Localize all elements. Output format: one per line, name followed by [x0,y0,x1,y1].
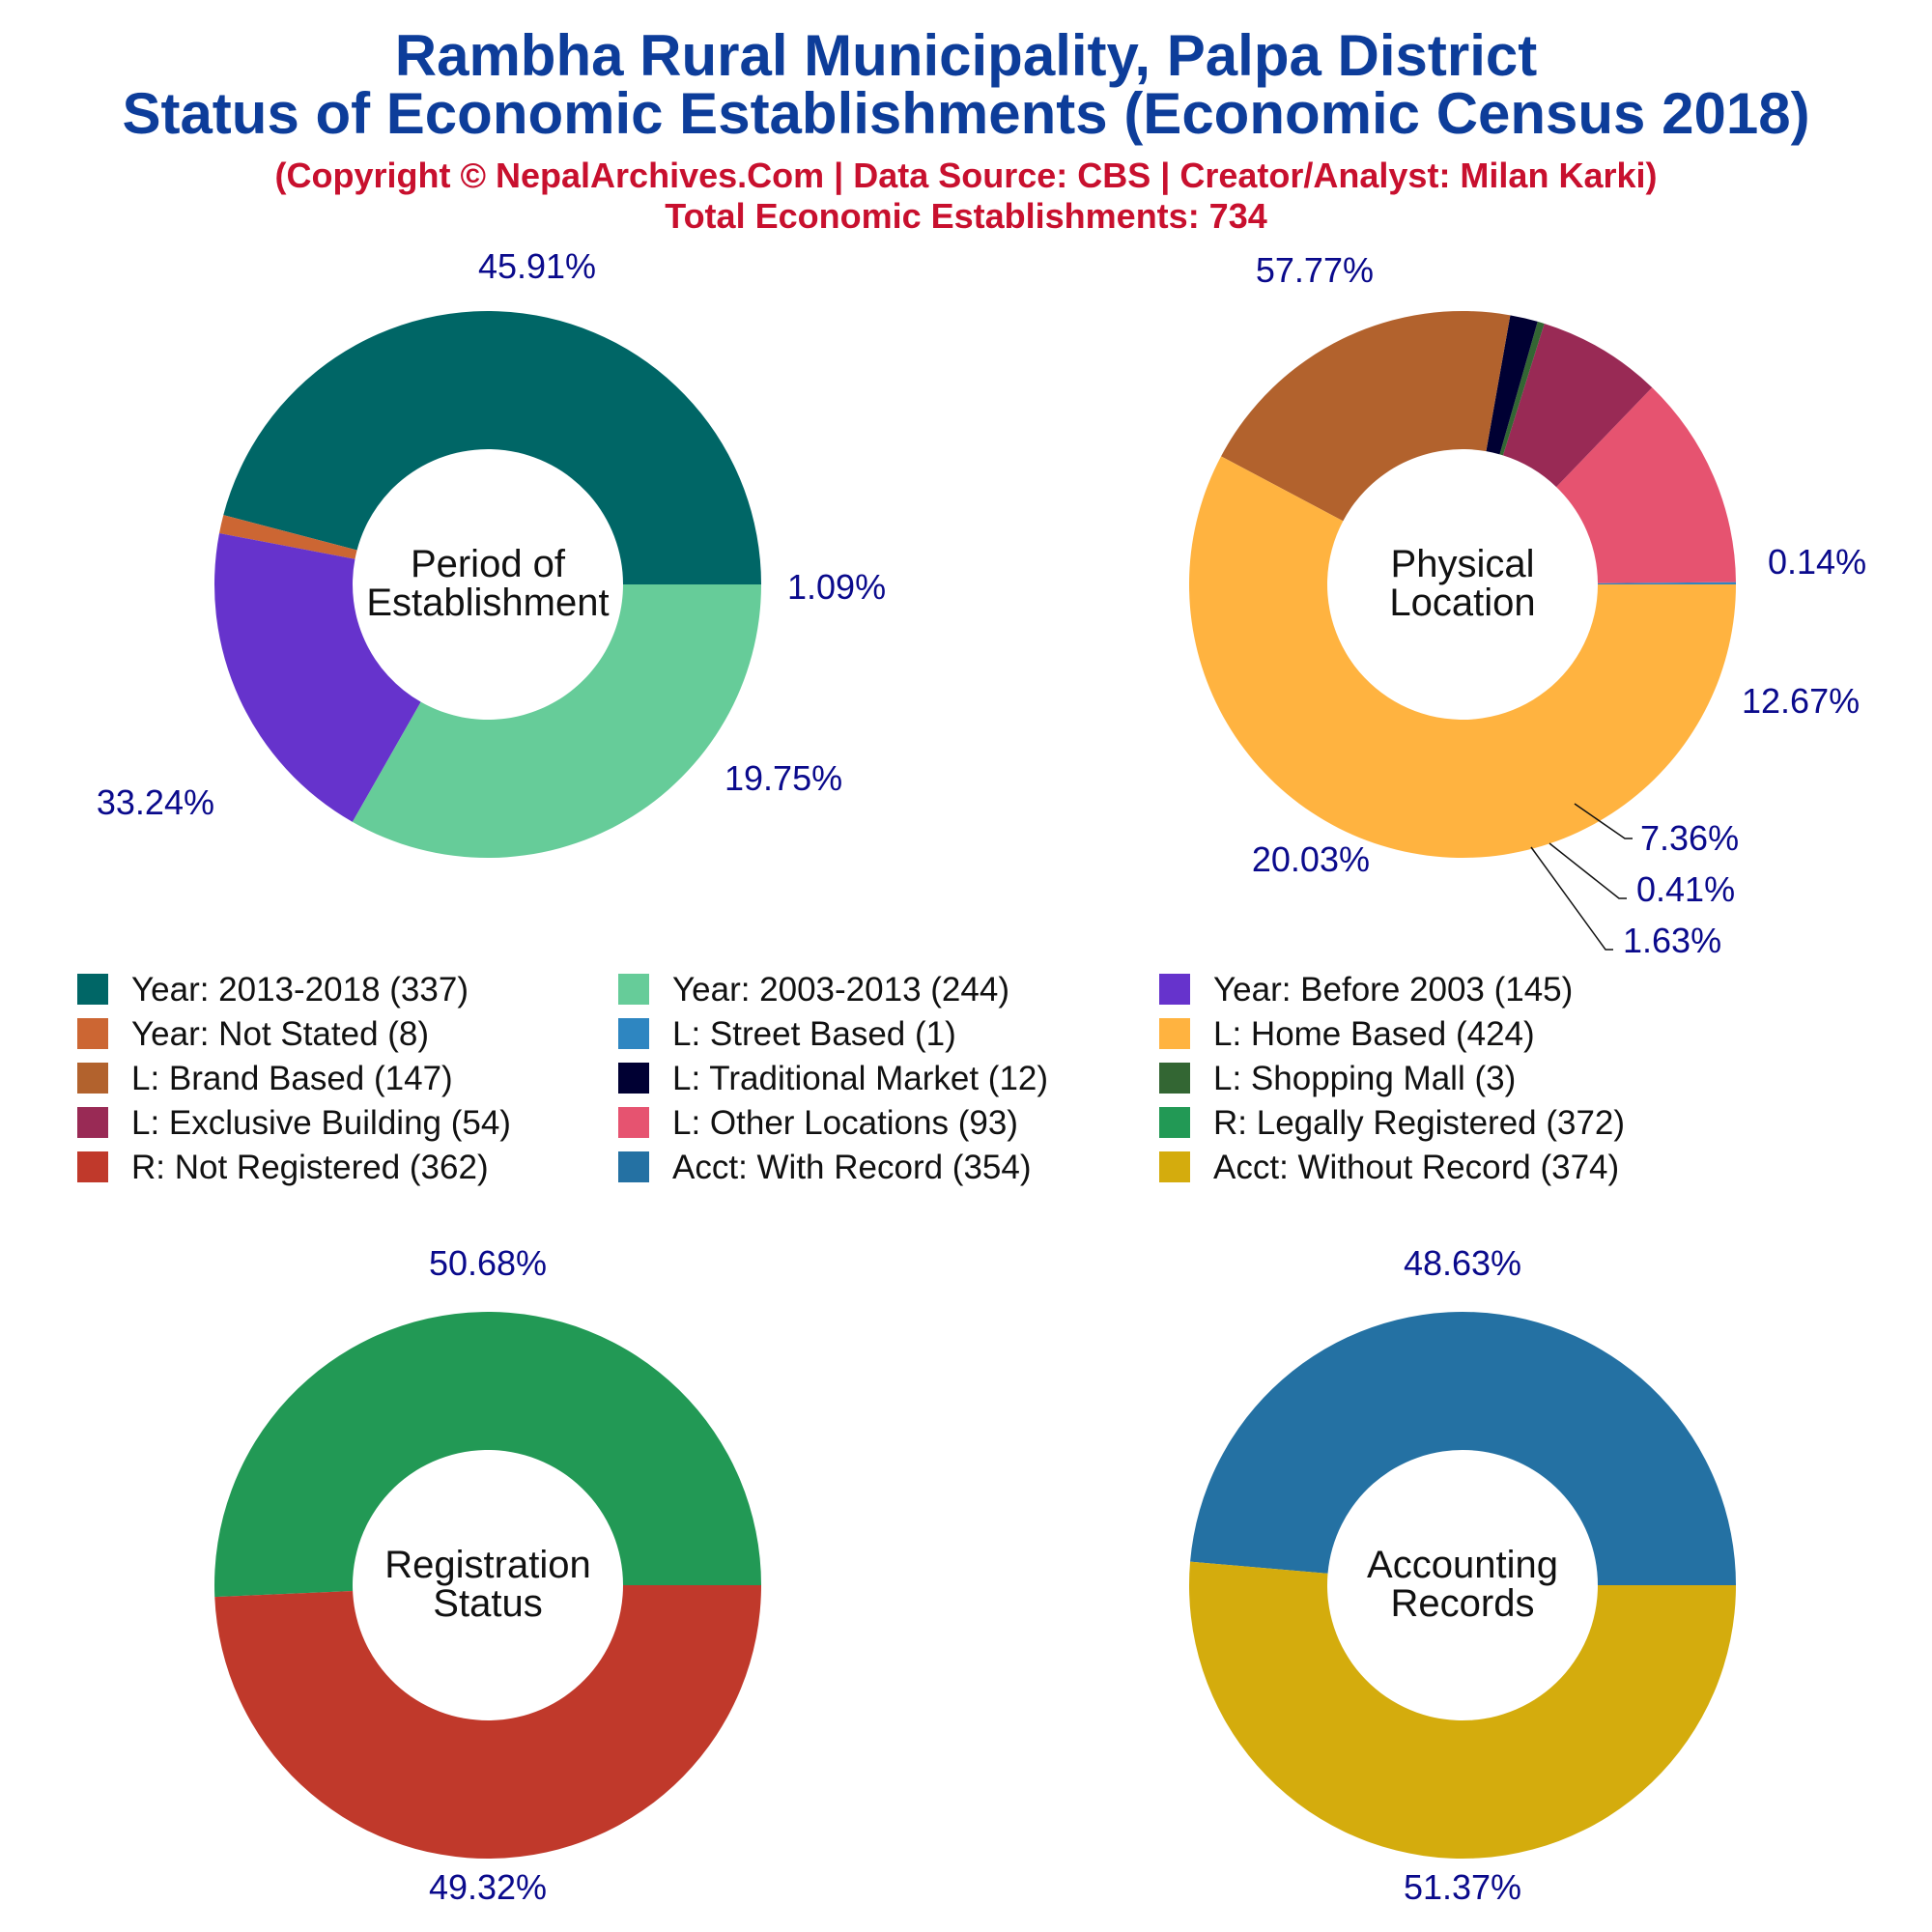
slice-l-brand-based [1221,311,1511,522]
legend-swatch [77,1018,108,1049]
percent-label-l-street-based: 0.14% [1768,542,1866,582]
percent-label-r-not-registered: 49.32% [429,1867,547,1907]
legend-swatch [1159,1151,1190,1182]
legend-label: L: Traditional Market (12) [672,1060,1048,1097]
leader-line-l-traditional-market [1530,846,1613,951]
percent-label-l-other-locations: 12.67% [1742,681,1860,721]
legend-swatch [77,1063,108,1094]
legend-item-r-not-registered-362: R: Not Registered (362) [77,1149,489,1186]
slice-l-home-based [1189,456,1736,859]
center-label-line-2: Status [433,1582,542,1625]
center-label-line-2: Records [1391,1582,1535,1625]
center-label-line-2: Location [1389,582,1535,624]
percent-label-acct-with-record: 48.63% [1404,1243,1521,1283]
percent-label-l-shopping-mall: 0.41% [1636,869,1735,909]
percent-label-l-brand-based: 20.03% [1252,839,1370,879]
slice-acct-with-record [1190,1311,1736,1585]
leader-line-l-exclusive-building [1574,803,1633,839]
slice-r-legally-registered [214,1312,761,1598]
legend-swatch [1159,1018,1190,1049]
slice-l-shopping-mall [1499,321,1545,456]
legend-label: L: Home Based (424) [1213,1015,1535,1053]
legend-swatch [77,1151,108,1182]
legend-swatch [1159,974,1190,1005]
legend-item-l-home-based-424: L: Home Based (424) [1159,1015,1535,1053]
chart-title-line-2: Status of Economic Establishments (Econo… [122,81,1809,146]
percent-label-year-before-2003: 19.75% [724,758,842,798]
legend-label: L: Shopping Mall (3) [1213,1060,1516,1097]
slice-year-2013-2018 [223,311,762,584]
legend-item-l-traditional-market-12: L: Traditional Market (12) [618,1060,1048,1097]
legend-item-year-2013-2018-337: Year: 2013-2018 (337) [77,971,469,1009]
legend-label: R: Legally Registered (372) [1213,1104,1625,1142]
legend-item-l-exclusive-building-54: L: Exclusive Building (54) [77,1104,511,1142]
percent-label-year-2003-2013: 33.24% [97,782,214,822]
legend-item-acct-with-record-354: Acct: With Record (354) [618,1149,1032,1186]
legend-item-year-2003-2013-244: Year: 2003-2013 (244) [618,971,1009,1009]
legend-swatch [77,974,108,1005]
legend-label: L: Brand Based (147) [131,1060,453,1097]
percent-label-year-2013-2018: 45.91% [478,246,596,286]
total-subtitle: Total Economic Establishments: 734 [665,196,1267,236]
legend-label: Year: Before 2003 (145) [1213,971,1573,1009]
center-label-line-1: Period of [411,543,566,585]
slice-l-exclusive-building [1502,323,1653,488]
percent-label-l-exclusive-building: 7.36% [1640,818,1739,858]
legend-item-year-before-2003-145: Year: Before 2003 (145) [1159,971,1573,1009]
legend-swatch [618,1018,649,1049]
legend-item-year-not-stated-8: Year: Not Stated (8) [77,1015,429,1053]
slice-year-before-2003 [213,533,421,822]
legend-swatch [1159,1063,1190,1094]
percent-label-l-traditional-market: 1.63% [1623,921,1721,960]
percent-label-r-legally-registered: 50.68% [429,1243,547,1283]
percent-label-year-not-stated: 1.09% [787,567,886,607]
percent-label-acct-without-record: 51.37% [1404,1867,1521,1907]
legend-label: R: Not Registered (362) [131,1149,489,1186]
legend-item-l-brand-based-147: L: Brand Based (147) [77,1060,453,1097]
legend-swatch [618,1107,649,1138]
legend-label: Acct: With Record (354) [672,1149,1032,1186]
legend-swatch [618,1063,649,1094]
slice-l-traditional-market [1486,315,1538,455]
legend-label: L: Exclusive Building (54) [131,1104,511,1142]
slice-l-other-locations [1556,387,1736,583]
legend-item-l-other-locations-93: L: Other Locations (93) [618,1104,1018,1142]
center-label-line-2: Establishment [366,582,609,624]
slice-r-not-registered [214,1585,762,1860]
legend-label: Year: 2013-2018 (337) [131,971,469,1009]
legend-label: Year: Not Stated (8) [131,1015,429,1053]
legend-item-l-street-based-1: L: Street Based (1) [618,1015,956,1053]
slice-year-not-stated [219,515,357,559]
legend-swatch [77,1107,108,1138]
legend-item-acct-without-record-374: Acct: Without Record (374) [1159,1149,1619,1186]
leader-line-l-shopping-mall [1548,842,1627,899]
slice-year-2003-2013 [352,584,761,859]
legend-swatch [618,1151,649,1182]
copyright-subtitle: (Copyright © NepalArchives.Com | Data So… [275,156,1658,196]
center-label-line-1: Accounting [1367,1544,1558,1586]
percent-label-l-home-based: 57.77% [1256,250,1374,290]
legend-item-l-shopping-mall-3: L: Shopping Mall (3) [1159,1060,1516,1097]
legend-item-r-legally-registered-372: R: Legally Registered (372) [1159,1104,1625,1142]
chart-title-line-1: Rambha Rural Municipality, Palpa Distric… [395,23,1538,88]
center-label-line-1: Physical [1391,543,1535,585]
slice-acct-without-record [1189,1561,1736,1859]
legend-label: Year: 2003-2013 (244) [672,971,1009,1009]
legend-swatch [1159,1107,1190,1138]
legend: Year: 2013-2018 (337) Year: 2003-2013 (24… [77,971,1625,1186]
slice-l-street-based [1597,582,1736,584]
legend-swatch [618,974,649,1005]
legend-label: Acct: Without Record (374) [1213,1149,1619,1186]
center-label-line-1: Registration [384,1544,590,1586]
legend-label: L: Other Locations (93) [672,1104,1018,1142]
legend-label: L: Street Based (1) [672,1015,956,1053]
